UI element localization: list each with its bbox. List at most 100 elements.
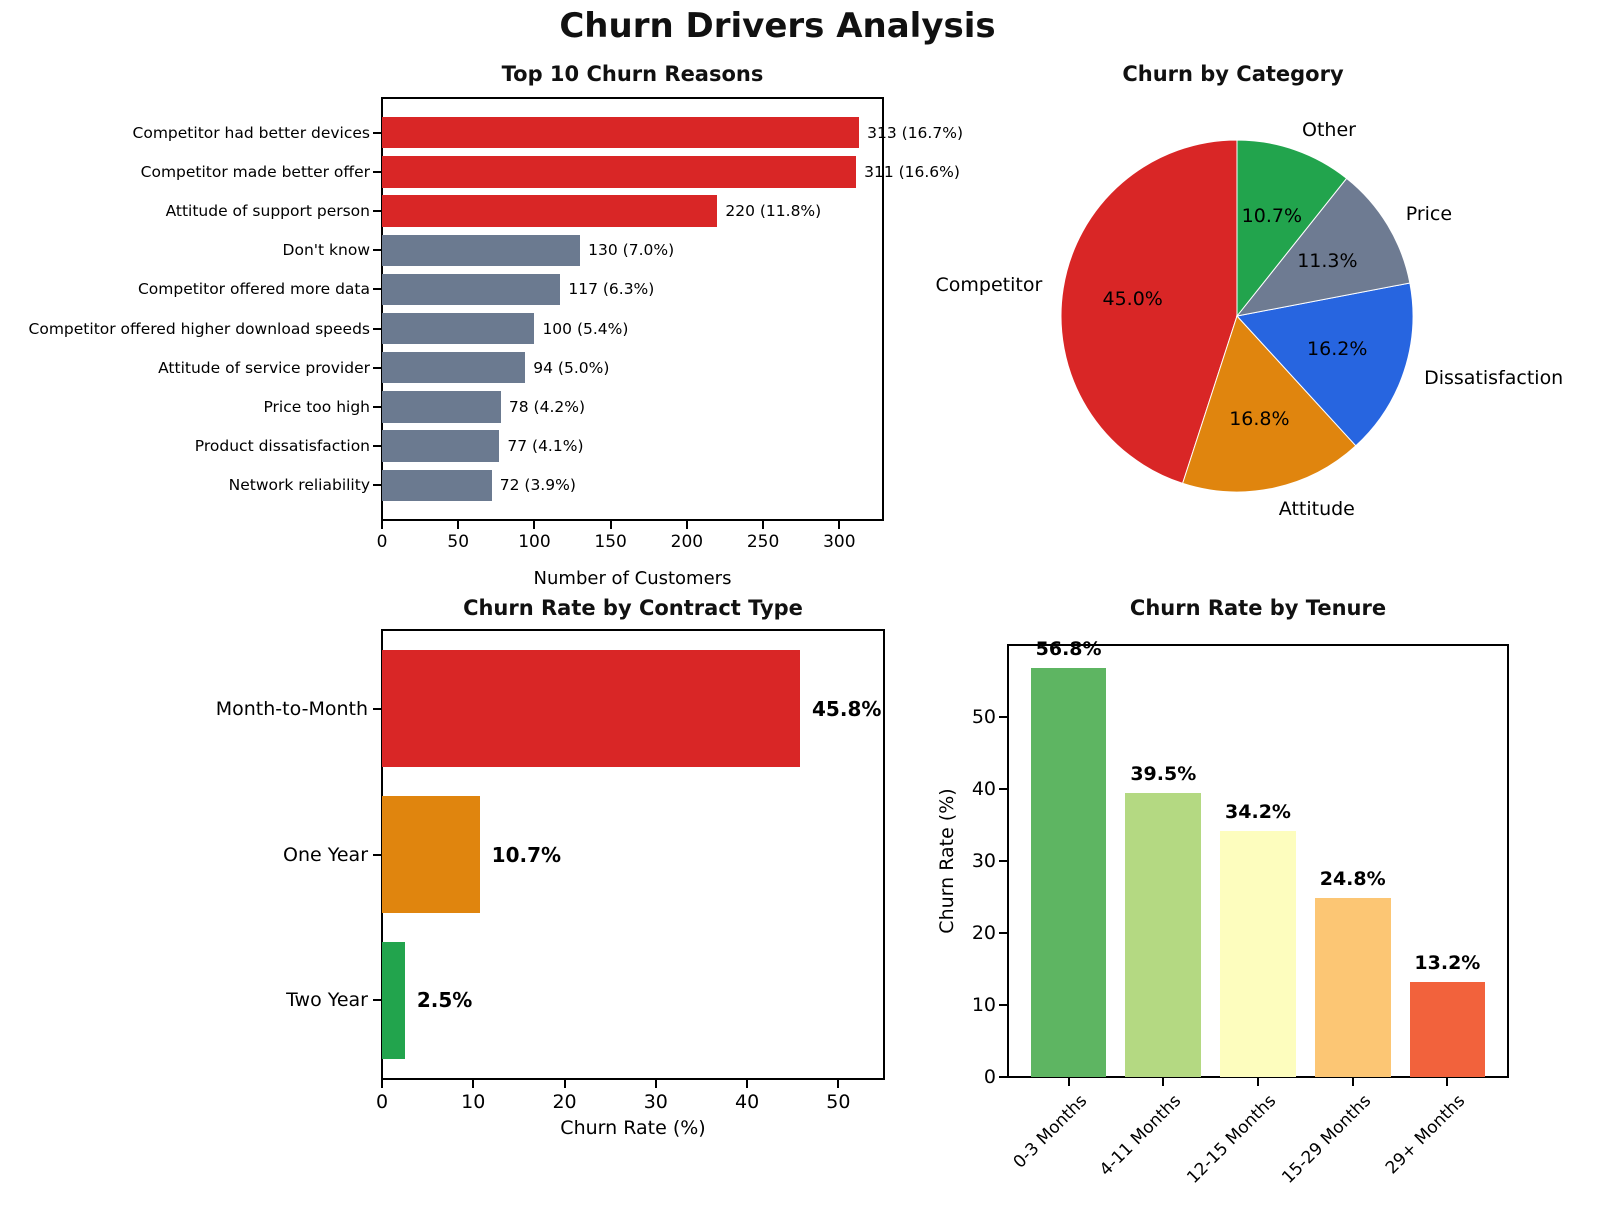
category-label: One Year	[283, 843, 368, 866]
y-tick-label: 0	[983, 1066, 996, 1088]
value-label: 72 (3.9%)	[499, 476, 576, 495]
value-label: 34.2%	[1225, 800, 1291, 823]
bar-competitor-offered-more-data	[382, 273, 561, 306]
x-axis-label: Churn Rate (%)	[560, 1117, 706, 1139]
x-tick	[746, 1080, 749, 1088]
x-tick-label: 50	[447, 532, 470, 552]
y-tick	[373, 170, 381, 173]
x-tick-label: 250	[746, 532, 780, 552]
x-tick	[837, 1080, 840, 1088]
y-tick-label: 10	[971, 994, 996, 1016]
value-label: 94 (5.0%)	[533, 358, 610, 377]
value-label: 2.5%	[416, 988, 473, 1013]
bar-network-reliability	[382, 469, 492, 501]
y-tick	[999, 788, 1007, 790]
x-tick-label: 40	[734, 1091, 760, 1113]
value-label: 117 (6.3%)	[568, 280, 655, 299]
y-tick	[999, 1004, 1007, 1006]
plot-border	[1007, 644, 1509, 1078]
pie-slice-price	[1235, 177, 1411, 317]
value-label: 45.8%	[812, 696, 882, 721]
bar-29-months	[1409, 981, 1486, 1077]
pie-pct-label: 16.2%	[1307, 338, 1368, 361]
y-tick	[373, 405, 381, 408]
x-tick-label: 15-29 Months	[1277, 1091, 1375, 1188]
value-label: 130 (7.0%)	[588, 241, 675, 260]
x-tick	[654, 1080, 657, 1088]
pie-slice-label: Other	[1302, 118, 1356, 141]
value-label: 78 (4.2%)	[508, 397, 586, 416]
x-tick	[1257, 1078, 1259, 1086]
bar-0-3-months	[1030, 668, 1107, 1077]
y-tick	[373, 327, 381, 330]
y-tick	[999, 1076, 1007, 1078]
pie-pct-label: 16.8%	[1229, 408, 1290, 431]
x-tick-label: 30	[643, 1091, 668, 1113]
pie-slice-other	[1236, 139, 1348, 318]
y-tick	[373, 999, 381, 1002]
x-tick	[1067, 1078, 1070, 1086]
y-tick-label: 20	[971, 922, 996, 944]
category-label: Attitude of support person	[165, 202, 370, 221]
y-tick	[999, 932, 1007, 934]
bar-15-29-months	[1314, 898, 1391, 1077]
y-tick	[373, 210, 381, 213]
pie-slice-label: Attitude	[1278, 497, 1355, 520]
x-tick	[381, 1080, 383, 1088]
y-tick	[373, 707, 381, 710]
value-label: 24.8%	[1319, 868, 1386, 891]
x-tick	[609, 521, 612, 529]
bar-competitor-had-better-devices	[382, 117, 860, 149]
bar-don-t-know	[382, 234, 581, 266]
x-tick	[457, 521, 460, 529]
y-tick-label: 30	[971, 850, 996, 872]
y-tick-label: 40	[971, 778, 996, 800]
pie-pct-label: 11.3%	[1297, 250, 1358, 273]
x-tick	[381, 521, 383, 529]
x-tick-label: 150	[594, 532, 627, 552]
x-tick-label: 300	[823, 532, 856, 552]
pie-slice-label: Competitor	[935, 274, 1043, 297]
bar-4-11-months	[1125, 792, 1202, 1077]
x-tick-label: 100	[518, 532, 551, 552]
bar-attitude-of-support-person	[382, 195, 718, 227]
category-label: Competitor had better devices	[132, 123, 370, 142]
bar-product-dissatisfaction	[382, 430, 500, 462]
bar-price-too-high	[382, 391, 501, 423]
value-label: 313 (16.7%)	[867, 123, 963, 142]
x-tick	[1446, 1078, 1449, 1086]
bar-two-year	[382, 941, 405, 1059]
bar-month-to-month	[382, 650, 801, 768]
category-label: Competitor offered higher download speed…	[28, 319, 370, 338]
chart-title: Churn Rate by Contract Type	[463, 596, 803, 620]
value-label: 311 (16.6%)	[864, 162, 960, 181]
category-label: Don't know	[282, 241, 370, 260]
bar-attitude-of-service-provider	[382, 352, 526, 384]
y-tick	[373, 249, 381, 252]
value-label: 10.7%	[491, 842, 562, 867]
pie-pct-label: 45.0%	[1102, 288, 1163, 311]
y-tick	[373, 366, 381, 369]
x-tick-label: 12-15 Months	[1183, 1091, 1281, 1188]
chart-title: Churn by Category	[1122, 62, 1344, 86]
x-tick	[1351, 1078, 1354, 1086]
category-label: Two Year	[286, 989, 368, 1012]
x-tick-label: 200	[670, 532, 704, 552]
x-tick-label: 0	[376, 532, 388, 552]
x-tick	[563, 1080, 566, 1088]
x-tick	[472, 1080, 475, 1088]
value-label: 220 (11.8%)	[725, 202, 822, 221]
value-label: 100 (5.4%)	[542, 319, 629, 338]
category-label: Price too high	[263, 397, 370, 416]
bar-competitor-made-better-offer	[382, 156, 857, 188]
x-tick-label: 29+ Months	[1382, 1091, 1470, 1179]
x-tick	[762, 521, 765, 529]
y-tick	[373, 484, 381, 487]
x-tick	[533, 521, 536, 529]
category-label: Attitude of service provider	[158, 358, 370, 377]
value-label: 77 (4.1%)	[507, 437, 584, 455]
bar-one-year	[382, 796, 480, 913]
category-label: Network reliability	[228, 476, 370, 495]
category-label: Product dissatisfaction	[194, 437, 370, 455]
